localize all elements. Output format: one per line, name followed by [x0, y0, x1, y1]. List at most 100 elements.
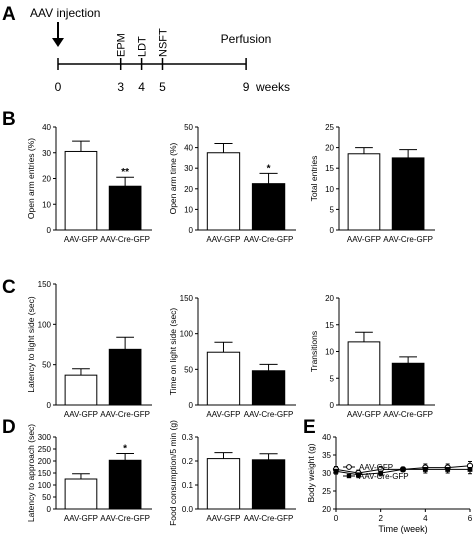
timeline-unit: weeks [255, 80, 290, 94]
y-tick-label: 0 [47, 401, 52, 410]
bar [251, 183, 286, 231]
panel-label-e: E [303, 417, 316, 438]
y-tick-label: 30 [322, 469, 331, 478]
y-axis-label: Time on light side (sec) [168, 308, 178, 396]
timeline-tick-label: 5 [159, 80, 166, 94]
category-label: AAV-GFP [206, 514, 240, 523]
timeline-tick-label: 3 [117, 80, 124, 94]
y-tick-label: 5 [330, 374, 335, 383]
bar [206, 351, 241, 406]
y-tick-label: 0 [189, 401, 194, 410]
panel-label-b: B [2, 109, 16, 130]
y-tick-label: 10 [42, 200, 51, 209]
y-tick-label: 100 [180, 330, 194, 339]
y-tick-label: 40 [42, 123, 51, 132]
bar-chart: 0 10 20 30 40 50 Open arm time (%) AAV-GFP AAV-C… [168, 123, 296, 244]
bar-chart: 0 5 10 15 20 Transitions AAV-GFP AAV-Cre-GFP [309, 294, 435, 419]
bar [251, 459, 286, 510]
legend-label: AAV-Cre-GFP [359, 472, 409, 481]
y-tick-label: 10 [325, 185, 334, 194]
bar [206, 458, 241, 510]
bar-chart: 0 10 20 30 40 Open arm entries (%) AAV-GFP AAV-… [26, 123, 152, 244]
timeline-tick-label: 9 [243, 80, 250, 94]
data-point [355, 472, 361, 478]
category-label: AAV-GFP [64, 514, 98, 523]
y-tick-label: 0 [47, 505, 52, 514]
data-point [422, 467, 428, 472]
panel-label-c: C [2, 277, 16, 298]
y-tick-label: 0 [330, 401, 335, 410]
timeline-event-label: NSFT [158, 28, 170, 57]
timeline-start-label: AAV injection [30, 6, 100, 20]
significance-label: * [123, 444, 127, 455]
y-tick-label: 15 [325, 321, 334, 330]
y-tick-label: 150 [38, 280, 52, 289]
bar [206, 152, 241, 231]
y-axis-label: Latency to light side (sec) [26, 296, 36, 393]
category-label: AAV-Cre-GFP [100, 514, 150, 523]
y-tick-label: 20 [42, 175, 51, 184]
category-label: AAV-GFP [206, 410, 240, 419]
bar [347, 341, 381, 406]
x-tick-label: 6 [468, 514, 473, 523]
data-point [467, 467, 473, 472]
category-label: AAV-Cre-GFP [383, 410, 433, 419]
y-axis-label: Latency to approach (sec) [26, 424, 36, 522]
y-tick-label: 300 [38, 433, 52, 442]
x-tick-label: 2 [378, 514, 383, 523]
y-tick-label: 0.1 [182, 481, 194, 490]
bar [64, 374, 98, 406]
significance-label: * [267, 163, 271, 174]
y-tick-label: 50 [184, 123, 193, 132]
bar [391, 157, 425, 231]
bar-chart: 0 5 10 15 20 25 Total entries AAV-GFP AAV-Cre-GF… [309, 123, 435, 244]
legend-marker [346, 473, 352, 479]
bar [251, 370, 286, 406]
category-label: AAV-GFP [64, 410, 98, 419]
y-tick-label: 100 [38, 481, 52, 490]
y-tick-label: 15 [325, 164, 334, 173]
category-label: AAV-GFP [206, 235, 240, 244]
bar [391, 362, 425, 406]
y-tick-label: 200 [38, 457, 52, 466]
timeline-tick-label: 4 [138, 80, 145, 94]
y-tick-label: 250 [38, 445, 52, 454]
y-tick-label: 50 [42, 493, 51, 502]
y-tick-label: 0.3 [182, 433, 194, 442]
y-tick-label: 0.0 [182, 505, 194, 514]
panel-label-d: D [2, 417, 16, 438]
y-axis-label: Total entries [309, 156, 319, 202]
bar [108, 185, 142, 231]
data-point [378, 470, 384, 476]
category-label: AAV-Cre-GFP [100, 410, 150, 419]
y-tick-label: 20 [325, 294, 334, 303]
x-tick-label: 0 [334, 514, 339, 523]
y-tick-label: 20 [325, 144, 334, 153]
y-tick-label: 0 [189, 226, 194, 235]
bar [64, 478, 98, 510]
y-tick-label: 5 [330, 205, 335, 214]
y-tick-label: 150 [180, 294, 194, 303]
line-chart: 20 25 30 35 40 0 2 4 6 Time (week) Body weight (g)… [306, 433, 474, 534]
timeline-event-label: LDT [137, 36, 149, 57]
timeline-ticks: 0 3 4 5 9 EPM LDT NSFT [55, 28, 250, 94]
y-axis-label: Body weight (g) [306, 443, 316, 502]
category-label: AAV-Cre-GFP [244, 514, 294, 523]
category-label: AAV-GFP [64, 235, 98, 244]
data-point [333, 468, 339, 474]
category-label: AAV-Cre-GFP [383, 235, 433, 244]
y-tick-label: 25 [322, 487, 331, 496]
y-tick-label: 100 [38, 320, 52, 329]
y-tick-label: 30 [42, 149, 51, 158]
panel-label-a: A [2, 4, 16, 25]
bar [108, 348, 142, 406]
data-point [445, 467, 451, 472]
y-tick-label: 50 [184, 365, 193, 374]
significance-label: ** [121, 167, 129, 178]
bar [347, 153, 381, 231]
y-tick-label: 0.2 [182, 457, 194, 466]
y-tick-label: 10 [325, 348, 334, 357]
y-tick-label: 40 [322, 433, 331, 442]
